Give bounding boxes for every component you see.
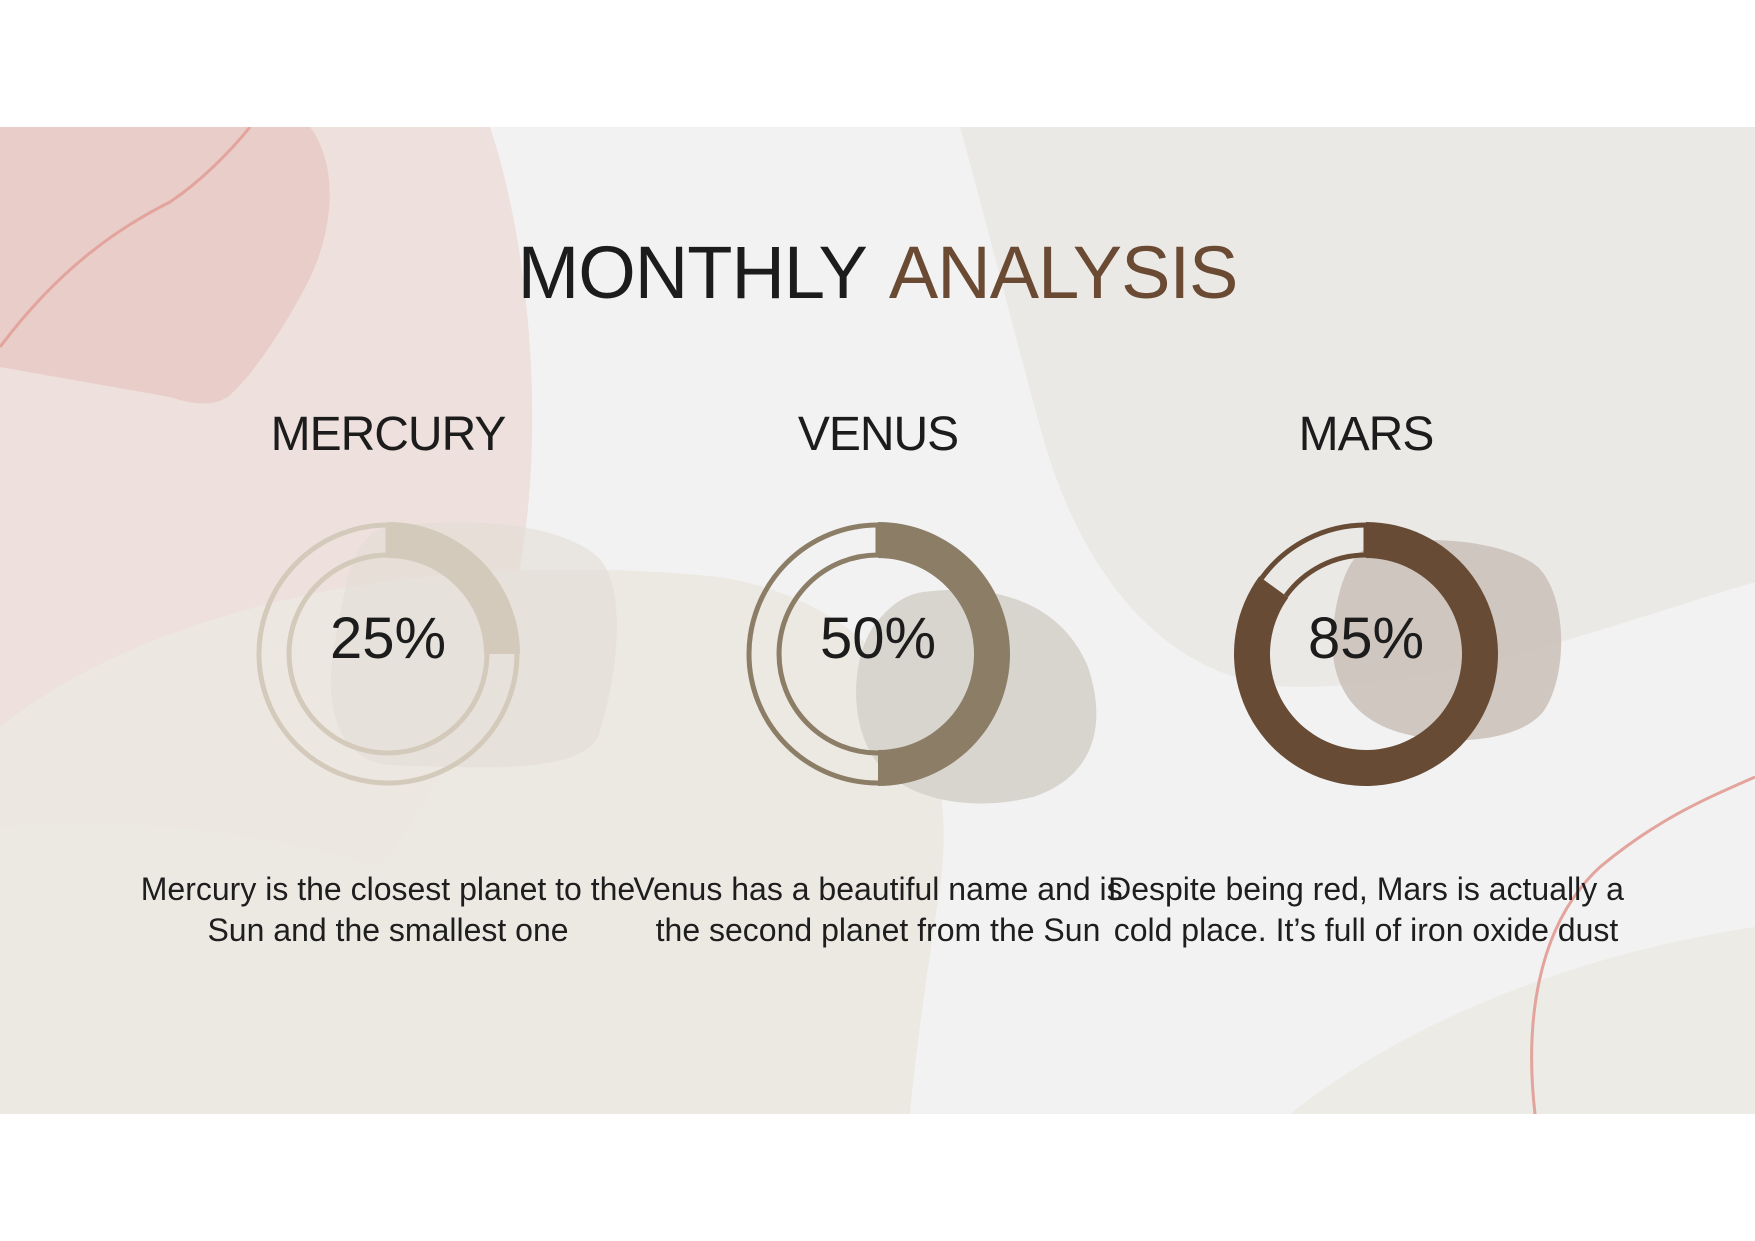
percent-label: 50% (819, 606, 937, 671)
planet-card-mars: MARS 85% Despite being red, Mars is actu… (1106, 407, 1626, 948)
planet-description: Venus has a beautiful name and is the se… (633, 871, 1123, 948)
percent-label: 85% (1307, 606, 1425, 671)
mars-blob (1332, 539, 1562, 741)
planet-name: MARS (1298, 408, 1435, 461)
percent-label: 25% (329, 606, 447, 671)
background-shapes (0, 127, 1755, 1114)
donut-chart-mercury (256, 522, 520, 786)
donut-segment-venus (878, 522, 1010, 786)
bottom-right-line (1530, 775, 1755, 1114)
planet-description: Despite being red, Mars is actually a co… (1108, 871, 1624, 948)
mercury-blob (330, 522, 617, 768)
donut-remainder-mars (1259, 522, 1369, 598)
title-part-monthly: MONTHLY (517, 231, 868, 314)
planet-name: VENUS (797, 408, 959, 461)
planet-card-venus: VENUS 50% Venus has a beautiful name and… (618, 407, 1138, 948)
donut-chart-mars (1234, 522, 1498, 786)
bottom-left-wave (0, 569, 944, 1114)
donut-segment-mercury (388, 522, 520, 654)
title-part-analysis: ANALYSIS (888, 231, 1238, 314)
right-gray-blob (960, 127, 1755, 687)
top-left-line (0, 127, 252, 348)
planet-card-mercury: MERCURY 25% Mercury is the closest plane… (128, 407, 648, 948)
planet-name: MERCURY (270, 408, 507, 461)
slide: MONTHLY ANALYSIS MERCURY 25% Mercury is t… (0, 127, 1755, 1114)
left-pink-patch (0, 127, 330, 404)
page-title: MONTHLY ANALYSIS (0, 230, 1755, 315)
donut-chart-venus (746, 522, 1010, 786)
bottom-right-blob (1290, 927, 1755, 1114)
planet-description: Mercury is the closest planet to the Sun… (140, 871, 636, 948)
